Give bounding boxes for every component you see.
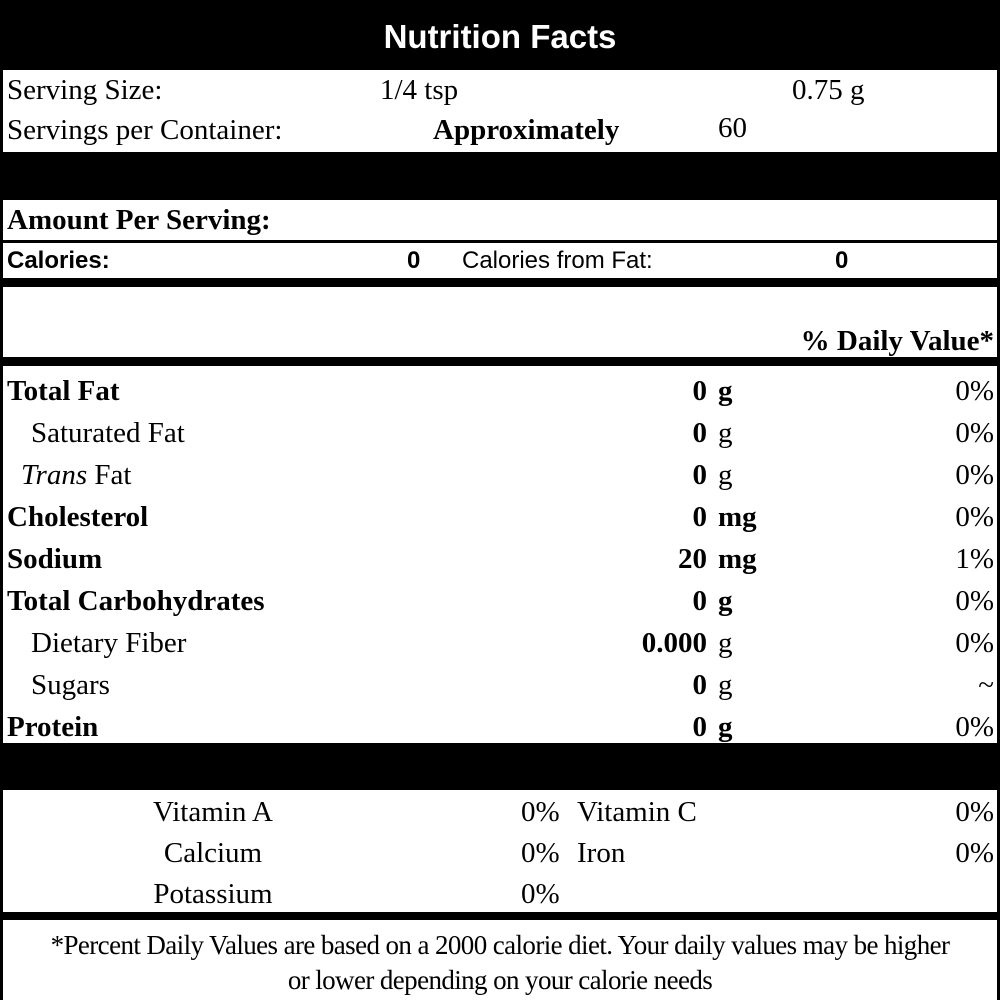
calories-row: Calories: 0 Calories from Fat: 0 bbox=[3, 243, 997, 278]
nutrient-amount: 0.000 bbox=[641, 627, 707, 659]
vitamin-row: Potassium 0% bbox=[3, 876, 997, 918]
vitamin-row: Vitamin A 0% Vitamin C 0% bbox=[3, 794, 997, 836]
nutrient-unit: g bbox=[718, 459, 733, 491]
nutrient-daily-value: ~ bbox=[978, 669, 994, 701]
amount-per-serving-heading: Amount Per Serving: bbox=[7, 204, 271, 236]
nutrient-row: Sodium 20 mg 1% bbox=[3, 539, 997, 581]
nutrient-name: Protein bbox=[7, 713, 98, 742]
footnote-line-2: or lower depending on your calorie needs bbox=[287, 965, 713, 995]
vitamin-name: Vitamin A bbox=[153, 796, 273, 828]
nutrient-name-italic: Trans bbox=[21, 459, 88, 491]
servings-per-container-value: 60 bbox=[718, 112, 747, 144]
nutrient-name-text: Protein bbox=[7, 711, 99, 743]
nutrient-amount: 0 bbox=[692, 585, 708, 617]
serving-size-label: Serving Size: bbox=[7, 74, 163, 106]
amount-per-serving-section: Amount Per Serving: bbox=[3, 200, 997, 240]
nutrient-name-text: Fat bbox=[94, 459, 132, 491]
serving-size-metric: 0.75 g bbox=[792, 74, 865, 106]
nutrient-name-text: Total Carbohydrates bbox=[7, 585, 265, 617]
nutrient-row: Trans Fat 0 g 0% bbox=[3, 455, 997, 497]
nutrient-daily-value: 0% bbox=[955, 375, 994, 407]
nutrient-name: Total Fat bbox=[7, 377, 120, 406]
calories-from-fat-label: Calories from Fat: bbox=[462, 247, 653, 274]
nutrient-row: Total Fat 0 g 0% bbox=[3, 371, 997, 413]
nutrient-name-text: Sodium bbox=[7, 543, 103, 575]
calories-value: 0 bbox=[407, 247, 421, 274]
vitamins-section: Vitamin A 0% Vitamin C 0% Calcium 0% Iron 0% Pot… bbox=[3, 790, 997, 912]
nutrient-row: Cholesterol 0 mg 0% bbox=[3, 497, 997, 539]
nutrient-amount: 0 bbox=[692, 459, 708, 491]
calories-label: Calories: bbox=[7, 247, 110, 274]
nutrient-amount: 20 bbox=[678, 543, 707, 575]
nutrient-row: Total Carbohydrates 0 g 0% bbox=[3, 581, 997, 623]
nutrient-name: Dietary Fiber bbox=[31, 629, 186, 658]
nutrient-daily-value: 0% bbox=[955, 585, 994, 617]
nutrient-unit: mg bbox=[718, 501, 757, 533]
nutrient-daily-value: 0% bbox=[955, 459, 994, 491]
nutrient-daily-value: 0% bbox=[955, 627, 994, 659]
nutrient-name-text: Sugars bbox=[31, 669, 110, 701]
nutrient-unit: g bbox=[718, 417, 733, 449]
daily-value-header: % Daily Value* bbox=[800, 325, 994, 357]
label-title: Nutrition Facts bbox=[383, 18, 617, 55]
serving-section: Serving Size: 1/4 tsp 0.75 g Servings pe… bbox=[3, 70, 997, 152]
nutrient-name-text: Dietary Fiber bbox=[31, 627, 187, 659]
nutrient-daily-value: 0% bbox=[955, 711, 994, 743]
nutrient-name-text: Saturated Fat bbox=[31, 417, 185, 449]
nutrient-unit: g bbox=[718, 627, 733, 659]
nutrient-name: Sodium bbox=[7, 545, 102, 574]
vitamin-row: Calcium 0% Iron 0% bbox=[3, 835, 997, 877]
nutrient-daily-value: 0% bbox=[955, 501, 994, 533]
vitamin-name-2: Vitamin C bbox=[577, 796, 697, 828]
nutrient-unit: g bbox=[718, 585, 733, 617]
vitamin-daily-value: 0% bbox=[521, 796, 560, 828]
nutrient-amount: 0 bbox=[692, 669, 708, 701]
nutrient-amount: 0 bbox=[692, 501, 708, 533]
nutrient-amount: 0 bbox=[692, 417, 708, 449]
nutrient-daily-value: 1% bbox=[955, 543, 994, 575]
vitamin-daily-value: 0% bbox=[521, 878, 560, 910]
nutrient-row: Sugars 0 g ~ bbox=[3, 665, 997, 707]
nutrient-daily-value: 0% bbox=[955, 417, 994, 449]
nutrient-row: Dietary Fiber 0.000 g 0% bbox=[3, 623, 997, 665]
vitamin-name: Calcium bbox=[163, 837, 263, 869]
nutrient-name: Saturated Fat bbox=[31, 419, 185, 448]
nutrient-name: Cholesterol bbox=[7, 503, 148, 532]
calories-from-fat-value: 0 bbox=[835, 247, 849, 274]
servings-per-container-label: Servings per Container: bbox=[7, 114, 283, 146]
nutrient-unit: g bbox=[718, 669, 733, 701]
nutrient-name-text: Cholesterol bbox=[7, 501, 149, 533]
serving-size-household: 1/4 tsp bbox=[380, 74, 459, 106]
nutrient-name: Sugars bbox=[31, 671, 110, 700]
nutrient-amount: 0 bbox=[692, 375, 708, 407]
nutrient-amount: 0 bbox=[692, 711, 708, 743]
nutrient-name: Trans Fat bbox=[21, 461, 131, 490]
vitamin-daily-value-2: 0% bbox=[955, 796, 994, 828]
daily-value-header-section: % Daily Value* bbox=[3, 287, 997, 357]
nutrient-name-text: Total Fat bbox=[7, 375, 120, 407]
nutrient-unit: g bbox=[718, 711, 733, 743]
footnote-line-1: *Percent Daily Values are based on a 200… bbox=[50, 930, 950, 960]
vitamin-daily-value: 0% bbox=[521, 837, 560, 869]
nutrient-unit: mg bbox=[718, 543, 757, 575]
nutrient-row: Saturated Fat 0 g 0% bbox=[3, 413, 997, 455]
nutrients-table: Total Fat 0 g 0% Saturated Fat 0 g 0% Trans Fat 0… bbox=[3, 366, 997, 743]
vitamin-name-2: Iron bbox=[577, 837, 626, 869]
servings-qualifier: Approximately bbox=[433, 114, 620, 146]
nutrient-row: Protein 0 g 0% bbox=[3, 707, 997, 749]
nutrient-name: Total Carbohydrates bbox=[7, 587, 265, 616]
nutrient-unit: g bbox=[718, 375, 733, 407]
footnote-section: *Percent Daily Values are based on a 200… bbox=[3, 920, 997, 1000]
vitamin-daily-value-2: 0% bbox=[955, 837, 994, 869]
vitamin-name: Potassium bbox=[153, 878, 273, 910]
